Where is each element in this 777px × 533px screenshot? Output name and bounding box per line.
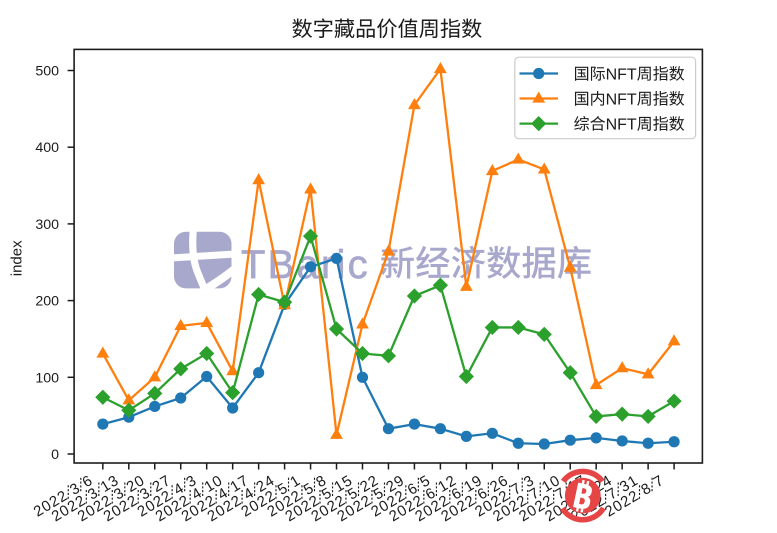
svg-text:NFT: NFT [606, 117, 637, 134]
svg-text:index: index [9, 240, 26, 276]
svg-text:300: 300 [35, 217, 59, 233]
svg-text:200: 200 [35, 294, 59, 310]
svg-text:500: 500 [35, 64, 59, 80]
svg-text:100: 100 [35, 370, 59, 386]
svg-text:0: 0 [51, 447, 59, 463]
svg-text:400: 400 [35, 140, 59, 156]
svg-text:NFT: NFT [606, 66, 637, 83]
svg-text:NFT: NFT [606, 91, 637, 108]
